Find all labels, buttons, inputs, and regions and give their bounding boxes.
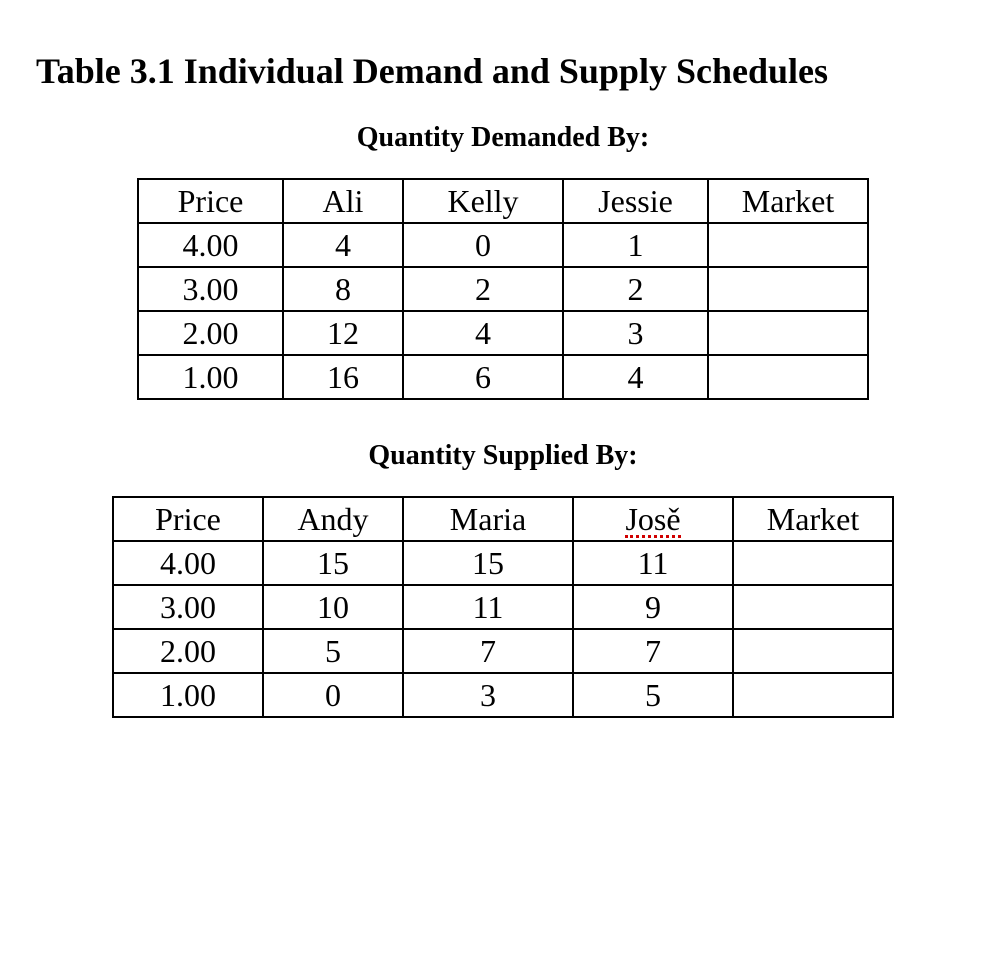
demand-table: Price Ali Kelly Jessie Market 4.00 4 0 1… [137, 178, 869, 400]
demand-header-row: Price Ali Kelly Jessie Market [138, 179, 868, 223]
supply-col-maria: Maria [403, 497, 573, 541]
cell: 4.00 [138, 223, 283, 267]
cell: 1 [563, 223, 708, 267]
supply-col-price: Price [113, 497, 263, 541]
cell: 3 [563, 311, 708, 355]
cell: 5 [573, 673, 733, 717]
demand-col-jessie: Jessie [563, 179, 708, 223]
table-row: 1.00 0 3 5 [113, 673, 893, 717]
demand-col-ali: Ali [283, 179, 403, 223]
demand-table-wrap: Price Ali Kelly Jessie Market 4.00 4 0 1… [30, 178, 976, 400]
cell: 4 [403, 311, 563, 355]
table-row: 2.00 5 7 7 [113, 629, 893, 673]
supply-table: Price Andy Maria Josě Market 4.00 15 15 … [112, 496, 894, 718]
cell: 12 [283, 311, 403, 355]
demand-subtitle: Quantity Demanded By: [30, 122, 976, 154]
cell: 6 [403, 355, 563, 399]
page-title: Table 3.1 Individual Demand and Supply S… [30, 50, 976, 92]
supply-table-wrap: Price Andy Maria Josě Market 4.00 15 15 … [30, 496, 976, 718]
cell [733, 585, 893, 629]
demand-col-kelly: Kelly [403, 179, 563, 223]
cell: 3.00 [138, 267, 283, 311]
cell: 15 [263, 541, 403, 585]
supply-col-market: Market [733, 497, 893, 541]
cell: 2 [563, 267, 708, 311]
cell [708, 355, 868, 399]
cell: 7 [403, 629, 573, 673]
cell: 7 [573, 629, 733, 673]
supply-header-row: Price Andy Maria Josě Market [113, 497, 893, 541]
cell: 2 [403, 267, 563, 311]
supply-col-jose: Josě [573, 497, 733, 541]
page: Table 3.1 Individual Demand and Supply S… [0, 0, 1006, 973]
demand-col-price: Price [138, 179, 283, 223]
cell [708, 223, 868, 267]
demand-col-market: Market [708, 179, 868, 223]
table-row: 1.00 16 6 4 [138, 355, 868, 399]
cell: 15 [403, 541, 573, 585]
cell: 2.00 [113, 629, 263, 673]
cell [733, 673, 893, 717]
cell: 0 [263, 673, 403, 717]
cell: 11 [403, 585, 573, 629]
cell: 8 [283, 267, 403, 311]
supply-subtitle: Quantity Supplied By: [30, 440, 976, 472]
table-row: 4.00 15 15 11 [113, 541, 893, 585]
cell: 1.00 [113, 673, 263, 717]
cell: 1.00 [138, 355, 283, 399]
cell: 4 [283, 223, 403, 267]
cell: 4 [563, 355, 708, 399]
cell: 10 [263, 585, 403, 629]
cell: 3 [403, 673, 573, 717]
cell: 0 [403, 223, 563, 267]
cell [708, 267, 868, 311]
cell [708, 311, 868, 355]
table-row: 3.00 8 2 2 [138, 267, 868, 311]
supply-col-andy: Andy [263, 497, 403, 541]
cell [733, 541, 893, 585]
spellcheck-underline: Josě [625, 503, 680, 538]
cell: 2.00 [138, 311, 283, 355]
table-row: 4.00 4 0 1 [138, 223, 868, 267]
cell: 4.00 [113, 541, 263, 585]
cell: 9 [573, 585, 733, 629]
table-row: 3.00 10 11 9 [113, 585, 893, 629]
cell [733, 629, 893, 673]
table-row: 2.00 12 4 3 [138, 311, 868, 355]
cell: 11 [573, 541, 733, 585]
cell: 16 [283, 355, 403, 399]
cell: 3.00 [113, 585, 263, 629]
cell: 5 [263, 629, 403, 673]
